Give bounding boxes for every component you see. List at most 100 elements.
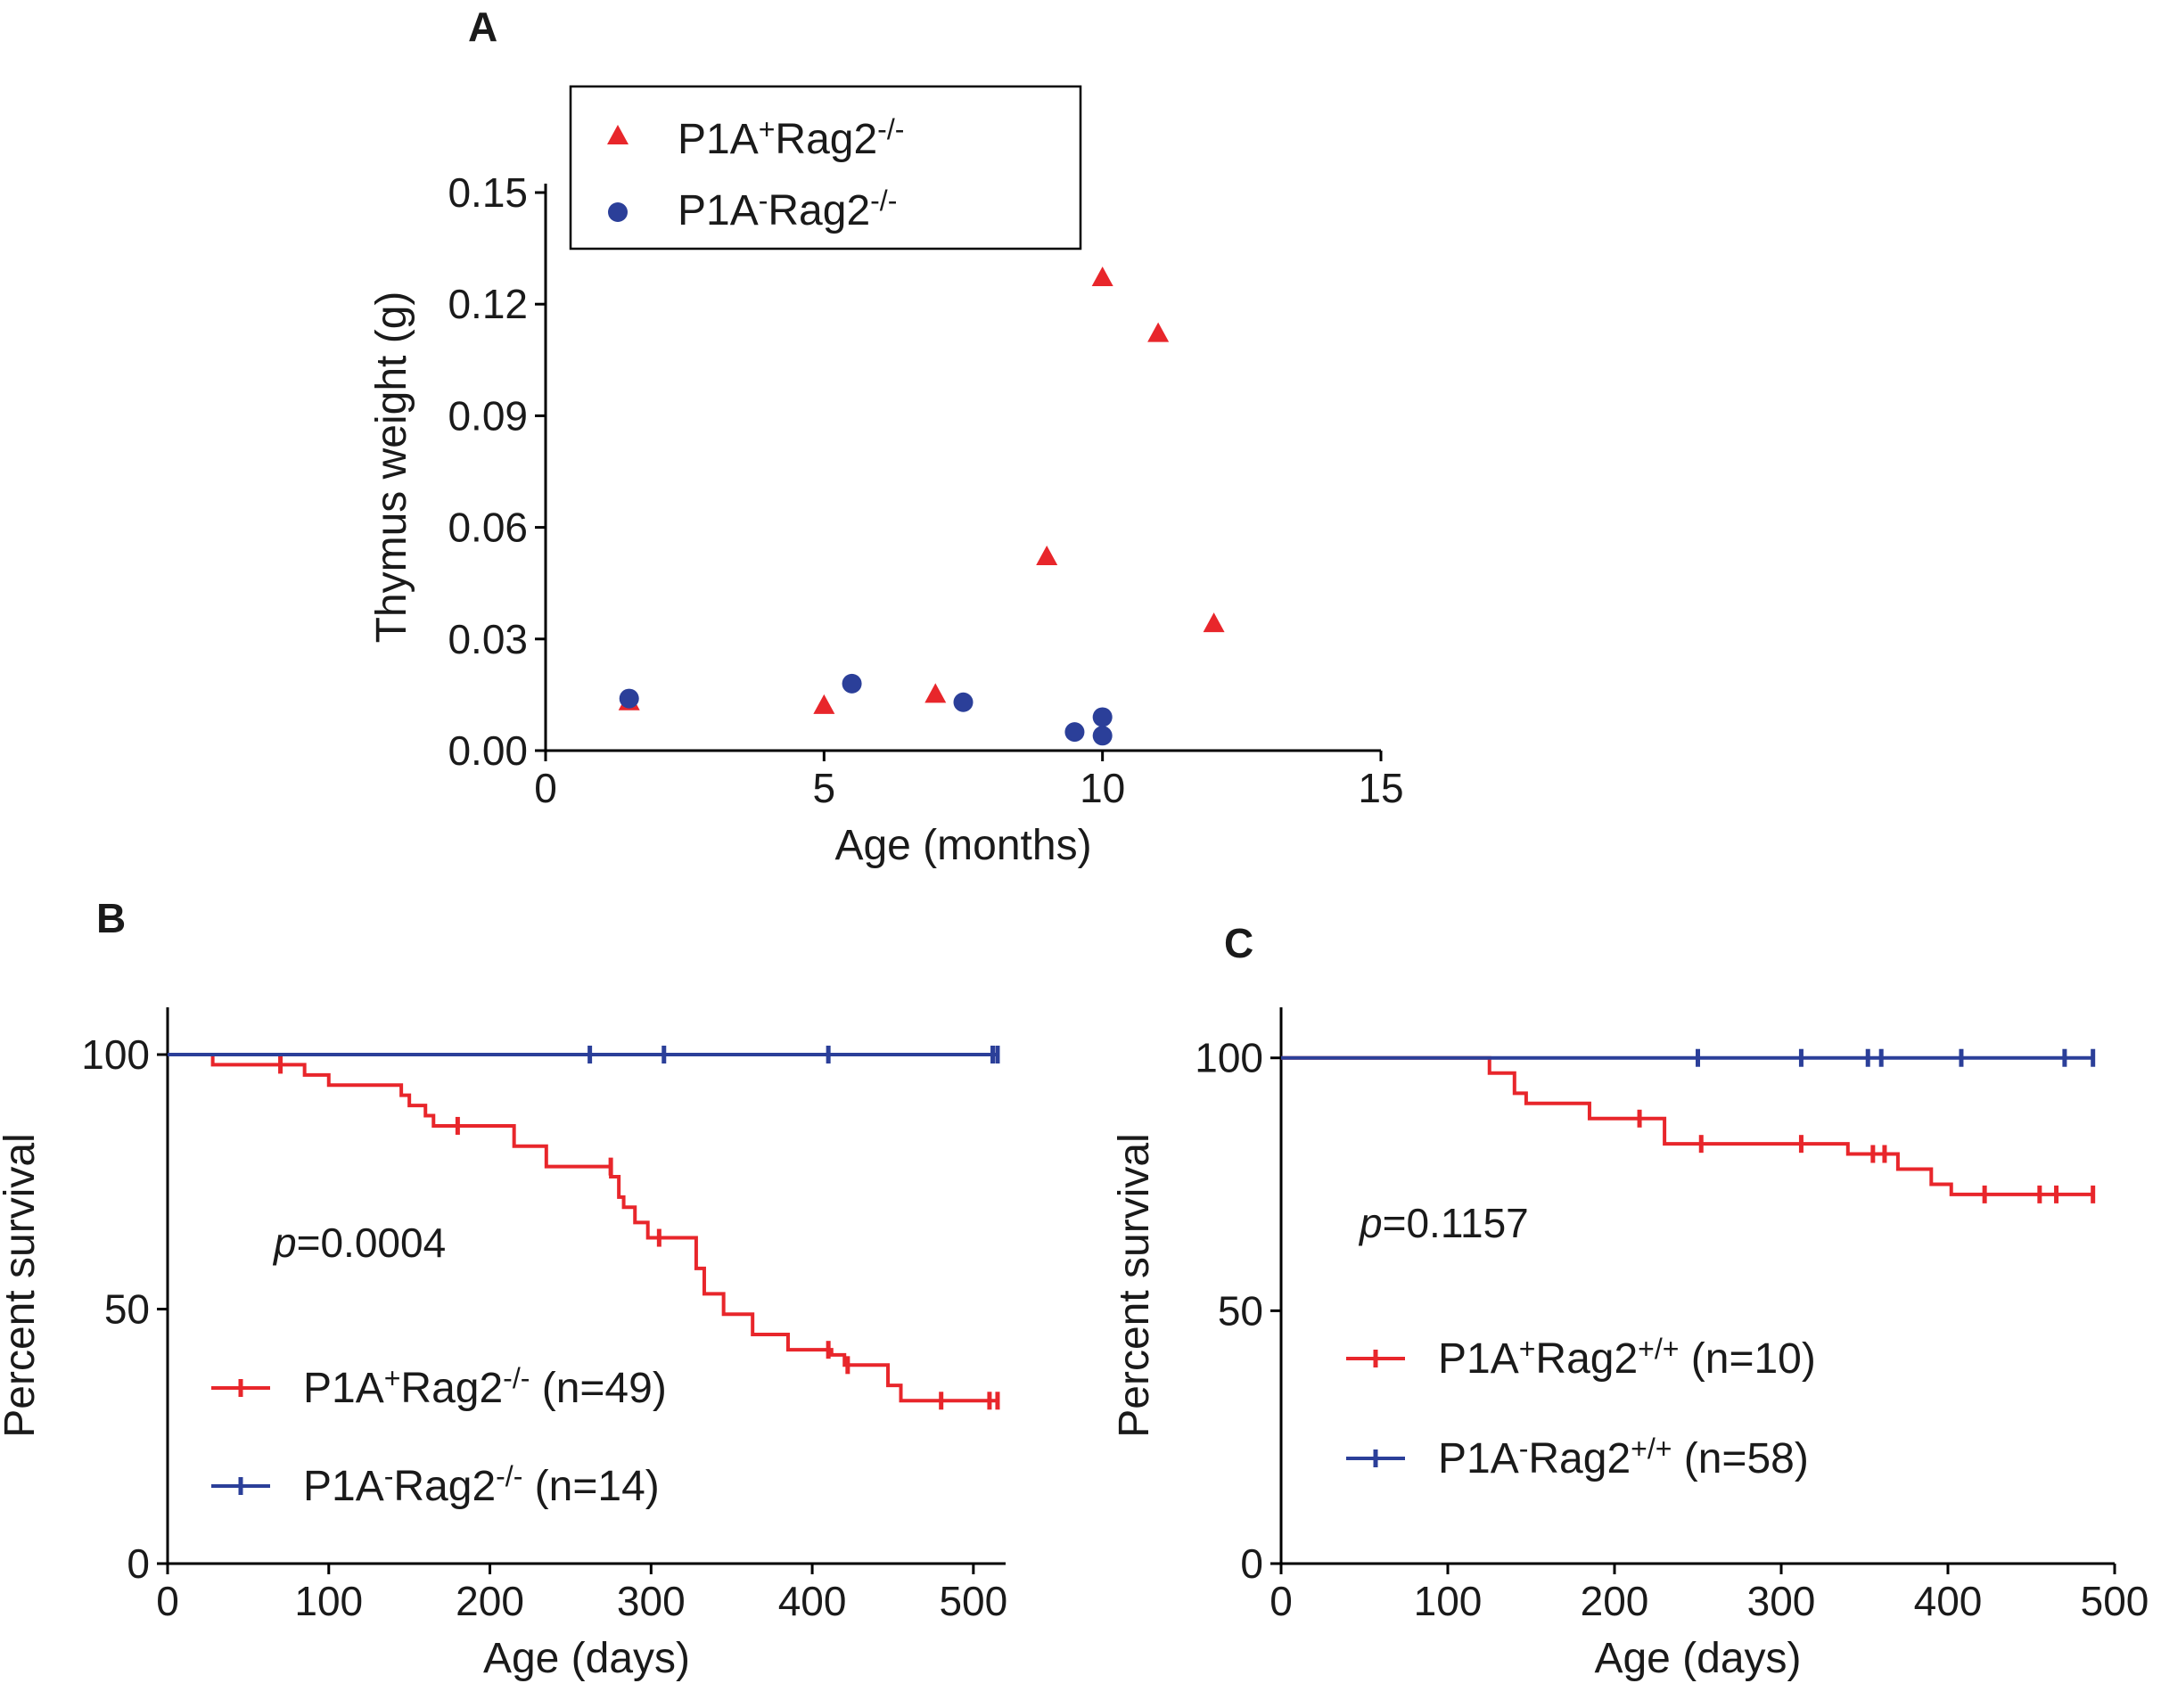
panel-b-legend-label-1-mid: Rag2 xyxy=(393,1463,496,1510)
panel-a-y-tick-label: 0.09 xyxy=(448,392,528,439)
panel-c-pvalue-p: p xyxy=(1358,1200,1383,1246)
panel-b-x-tick-label: 0 xyxy=(156,1578,179,1624)
panel-c-x-tick-label: 400 xyxy=(1914,1578,1983,1624)
panel-a-series0-point xyxy=(813,694,835,714)
panel-b-letter: B xyxy=(96,895,126,941)
panel-a-series0-point xyxy=(1036,545,1058,565)
panel-c-x-tick-label: 100 xyxy=(1414,1578,1483,1624)
panel-a-legend-label-0: P1A+Rag2-/- xyxy=(678,113,904,163)
panel-a-legend-label-1-sup1: - xyxy=(759,185,768,217)
panel-b-legend-label-1-tail: (n=14) xyxy=(522,1463,659,1510)
panel-c-y-tick-label: 0 xyxy=(1240,1540,1263,1587)
panel-a-legend-label-1-sup2: -/- xyxy=(870,185,897,217)
panel-c-legend-label-0-mid: Rag2 xyxy=(1535,1335,1638,1383)
panel-b-pvalue-value: =0.0004 xyxy=(297,1219,447,1266)
panel-b-x-tick-label: 300 xyxy=(617,1578,686,1624)
panel-c-x-axis-label: Age (days) xyxy=(1594,1635,1801,1682)
panel-a-series0-point xyxy=(924,683,947,703)
panel-b-y-tick-label: 100 xyxy=(81,1031,150,1078)
panel-c-legend-label-0-sup2: +/+ xyxy=(1638,1333,1679,1365)
panel-a-y-tick-label: 0.12 xyxy=(448,281,528,327)
panel-b-pvalue-p: p xyxy=(272,1219,297,1266)
panel-c-letter: C xyxy=(1224,920,1253,966)
panel-a-y-tick-label: 0.15 xyxy=(448,169,528,216)
panel-b-legend-label-1: P1A-Rag2-/- (n=14) xyxy=(303,1460,660,1510)
panel-a-legend-circle-icon xyxy=(608,202,628,222)
panel-a-series0-point xyxy=(1091,266,1113,286)
panel-c-series0-line xyxy=(1281,1055,2093,1196)
panel-b-pvalue: p=0.0004 xyxy=(272,1219,446,1266)
panel-a-legend: P1A+Rag2-/-P1A-Rag2-/- xyxy=(569,85,1082,250)
panel-b-survival: 0 100 200 300 400 500 0 50 100 Age (days) Percent … xyxy=(0,895,1007,1682)
panel-b-x-tick-label: 100 xyxy=(294,1578,363,1624)
panel-a-legend-box xyxy=(569,85,1082,250)
panel-a-series1-point xyxy=(619,688,639,709)
panel-a-series1-point xyxy=(953,692,974,712)
panel-a-legend-label-0-mid: Rag2 xyxy=(775,116,877,163)
panel-a-x-tick-label: 0 xyxy=(534,765,557,811)
panel-c-y-tick-label: 100 xyxy=(1195,1035,1263,1081)
panel-b-x-axis-label: Age (days) xyxy=(483,1635,690,1682)
panel-c-y-axis-label: Percent survival xyxy=(1111,1133,1158,1437)
panel-a-legend-label-1: P1A-Rag2-/- xyxy=(678,185,897,234)
panel-a-series1-point xyxy=(842,673,862,694)
panel-b-legend-label-1-base: P1A xyxy=(303,1463,384,1510)
panel-a-series1-point xyxy=(1092,707,1113,727)
panel-a-x-axis-label: Age (months) xyxy=(834,822,1091,869)
panel-a-legend-label-0-sup2: -/- xyxy=(877,113,904,145)
panel-a-x-tick-label: 10 xyxy=(1080,765,1125,811)
panel-b-x-tick-label: 400 xyxy=(778,1578,847,1624)
panel-c-x-tick-label: 200 xyxy=(1581,1578,1649,1624)
panel-b-legend-label-0: P1A+Rag2-/- (n=49) xyxy=(303,1362,667,1412)
panel-a-legend-label-0-sup1: + xyxy=(759,113,776,145)
panel-c-legend-label-0: P1A+Rag2+/+ (n=10) xyxy=(1438,1333,1816,1383)
panel-b-y-tick-label: 0 xyxy=(127,1540,150,1587)
panel-b-x-tick-label: 200 xyxy=(456,1578,524,1624)
panel-b-legend-label-1-sup1: - xyxy=(384,1460,394,1492)
panel-c-legend-label-1-sup2: +/+ xyxy=(1631,1433,1672,1465)
panel-a-series0-point xyxy=(1147,322,1170,342)
panel-c-legend-label-1-tail: (n=58) xyxy=(1672,1435,1808,1482)
panel-b-series0-line xyxy=(210,1055,998,1403)
panel-a-y-tick-label: 0.00 xyxy=(448,727,528,774)
panel-a-legend-label-1-mid: Rag2 xyxy=(768,187,870,234)
panel-c-x-tick-label: 0 xyxy=(1269,1578,1293,1624)
panel-b-y-tick-label: 50 xyxy=(104,1286,150,1333)
panel-c-legend-label-0-base: P1A xyxy=(1438,1335,1519,1383)
panel-c-pvalue: p=0.1157 xyxy=(1358,1200,1529,1246)
panel-c-x-tick-label: 500 xyxy=(2081,1578,2149,1624)
panel-c-y-tick-label: 50 xyxy=(1218,1287,1263,1334)
panel-c-pvalue-value: =0.1157 xyxy=(1383,1200,1529,1246)
panel-c-legend-label-1: P1A-Rag2+/+ (n=58) xyxy=(1438,1433,1809,1482)
panel-a-series0-point xyxy=(1203,612,1225,633)
panel-a-legend-label-1-base: P1A xyxy=(678,187,759,234)
panel-c-survival: 0 100 200 300 400 500 0 50 100 Age (days) Percent … xyxy=(1111,920,2149,1682)
panel-c-legend-label-0-sup1: + xyxy=(1519,1333,1536,1365)
panel-a-series1-point xyxy=(1092,726,1113,746)
panel-a-scatter: 0 5 10 15 0.00 0.03 0.06 0.09 0.12 0.15 Age (month… xyxy=(368,4,1404,869)
panel-b-legend-label-0-sup1: + xyxy=(384,1362,401,1394)
panel-b-legend-label-0-tail: (n=49) xyxy=(530,1365,666,1412)
panel-c-legend: P1A+Rag2+/+ (n=10)P1A-Rag2+/+ (n=58) xyxy=(1346,1333,1816,1482)
panel-b-legend: P1A+Rag2-/- (n=49)P1A-Rag2-/- (n=14) xyxy=(211,1362,667,1510)
panel-c-legend-label-1-sup1: - xyxy=(1519,1433,1529,1465)
panel-a-series1-point xyxy=(1064,722,1085,743)
panel-b-legend-label-0-mid: Rag2 xyxy=(400,1365,503,1412)
panel-b-legend-label-0-sup2: -/- xyxy=(503,1362,530,1394)
panel-c-legend-label-1-mid: Rag2 xyxy=(1528,1435,1631,1482)
panel-b-y-axis-label: Percent survival xyxy=(0,1133,44,1437)
panel-a-y-tick-label: 0.03 xyxy=(448,616,528,662)
panel-a-y-tick-label: 0.06 xyxy=(448,505,528,551)
panel-a-y-axis-label: Thymus weight (g) xyxy=(368,292,415,644)
panel-c-legend-label-0-tail: (n=10) xyxy=(1679,1335,1815,1383)
panel-c-legend-label-1-base: P1A xyxy=(1438,1435,1519,1482)
panel-a-x-tick-label: 15 xyxy=(1358,765,1403,811)
panel-a-letter: A xyxy=(468,4,497,50)
panel-c-x-tick-label: 300 xyxy=(1747,1578,1816,1624)
panel-a-x-tick-label: 5 xyxy=(813,765,836,811)
panel-b-legend-label-1-sup2: -/- xyxy=(496,1460,522,1492)
panel-a-legend-triangle-icon xyxy=(607,125,629,144)
panel-b-x-tick-label: 500 xyxy=(939,1578,1007,1624)
